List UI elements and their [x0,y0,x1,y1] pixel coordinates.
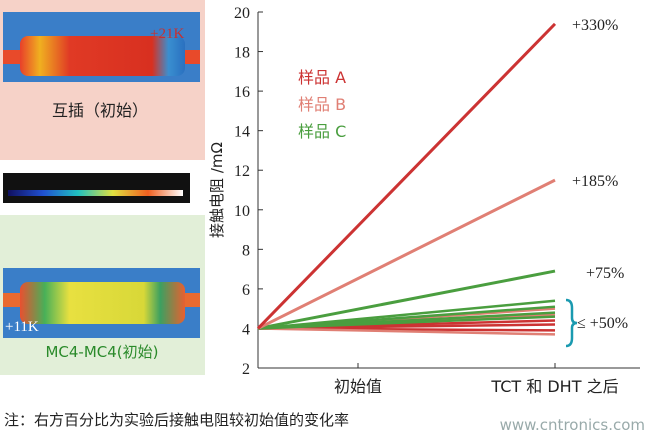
legend-entry: 样品 C [298,122,346,141]
y-tick-label: 6 [242,282,250,299]
annotation: +75% [586,265,624,282]
y-tick-label: 16 [234,84,250,101]
series-line [257,178,556,330]
y-tick-label: 20 [234,5,250,22]
colorbar [8,190,183,196]
colorbar-bg [3,173,190,203]
y-tick-label: 4 [242,321,250,338]
legend-entry: 样品 B [298,95,346,114]
brace [565,298,578,348]
y-tick-label: 14 [234,124,250,141]
y-tick-label: 18 [234,45,250,62]
bottom-temp: +11K [5,319,39,335]
y-tick-label: 8 [242,242,250,259]
series-line [257,269,556,330]
x-tick-label: 初始值 [334,377,382,396]
y-tick-label: 2 [242,361,250,378]
bottom-label: MC4-MC4(初始) [45,343,158,361]
y-tick-label: 12 [234,163,250,180]
annotation: +330% [572,17,618,34]
series-line [256,22,557,330]
footnote: 注：右方百分比为实验后接触电阻较初始值的变化率 [4,411,349,429]
top-label: 互插（初始） [52,101,148,120]
y-axis-label: 接触电阻 /mΩ [208,142,226,238]
series-line [257,327,556,336]
x-tick-label: TCT 和 DHT 之后 [490,377,618,396]
legend-entry: 样品 A [298,68,346,87]
top-temp: +21K [150,26,184,42]
series-line [257,299,556,330]
thermal-connector [20,282,185,324]
y-tick-label: 10 [234,203,250,220]
thermal-connector [20,36,185,76]
annotation: ≤ +50% [577,315,628,332]
annotation: +185% [572,173,618,190]
watermark: www.cntronics.com [500,416,645,434]
